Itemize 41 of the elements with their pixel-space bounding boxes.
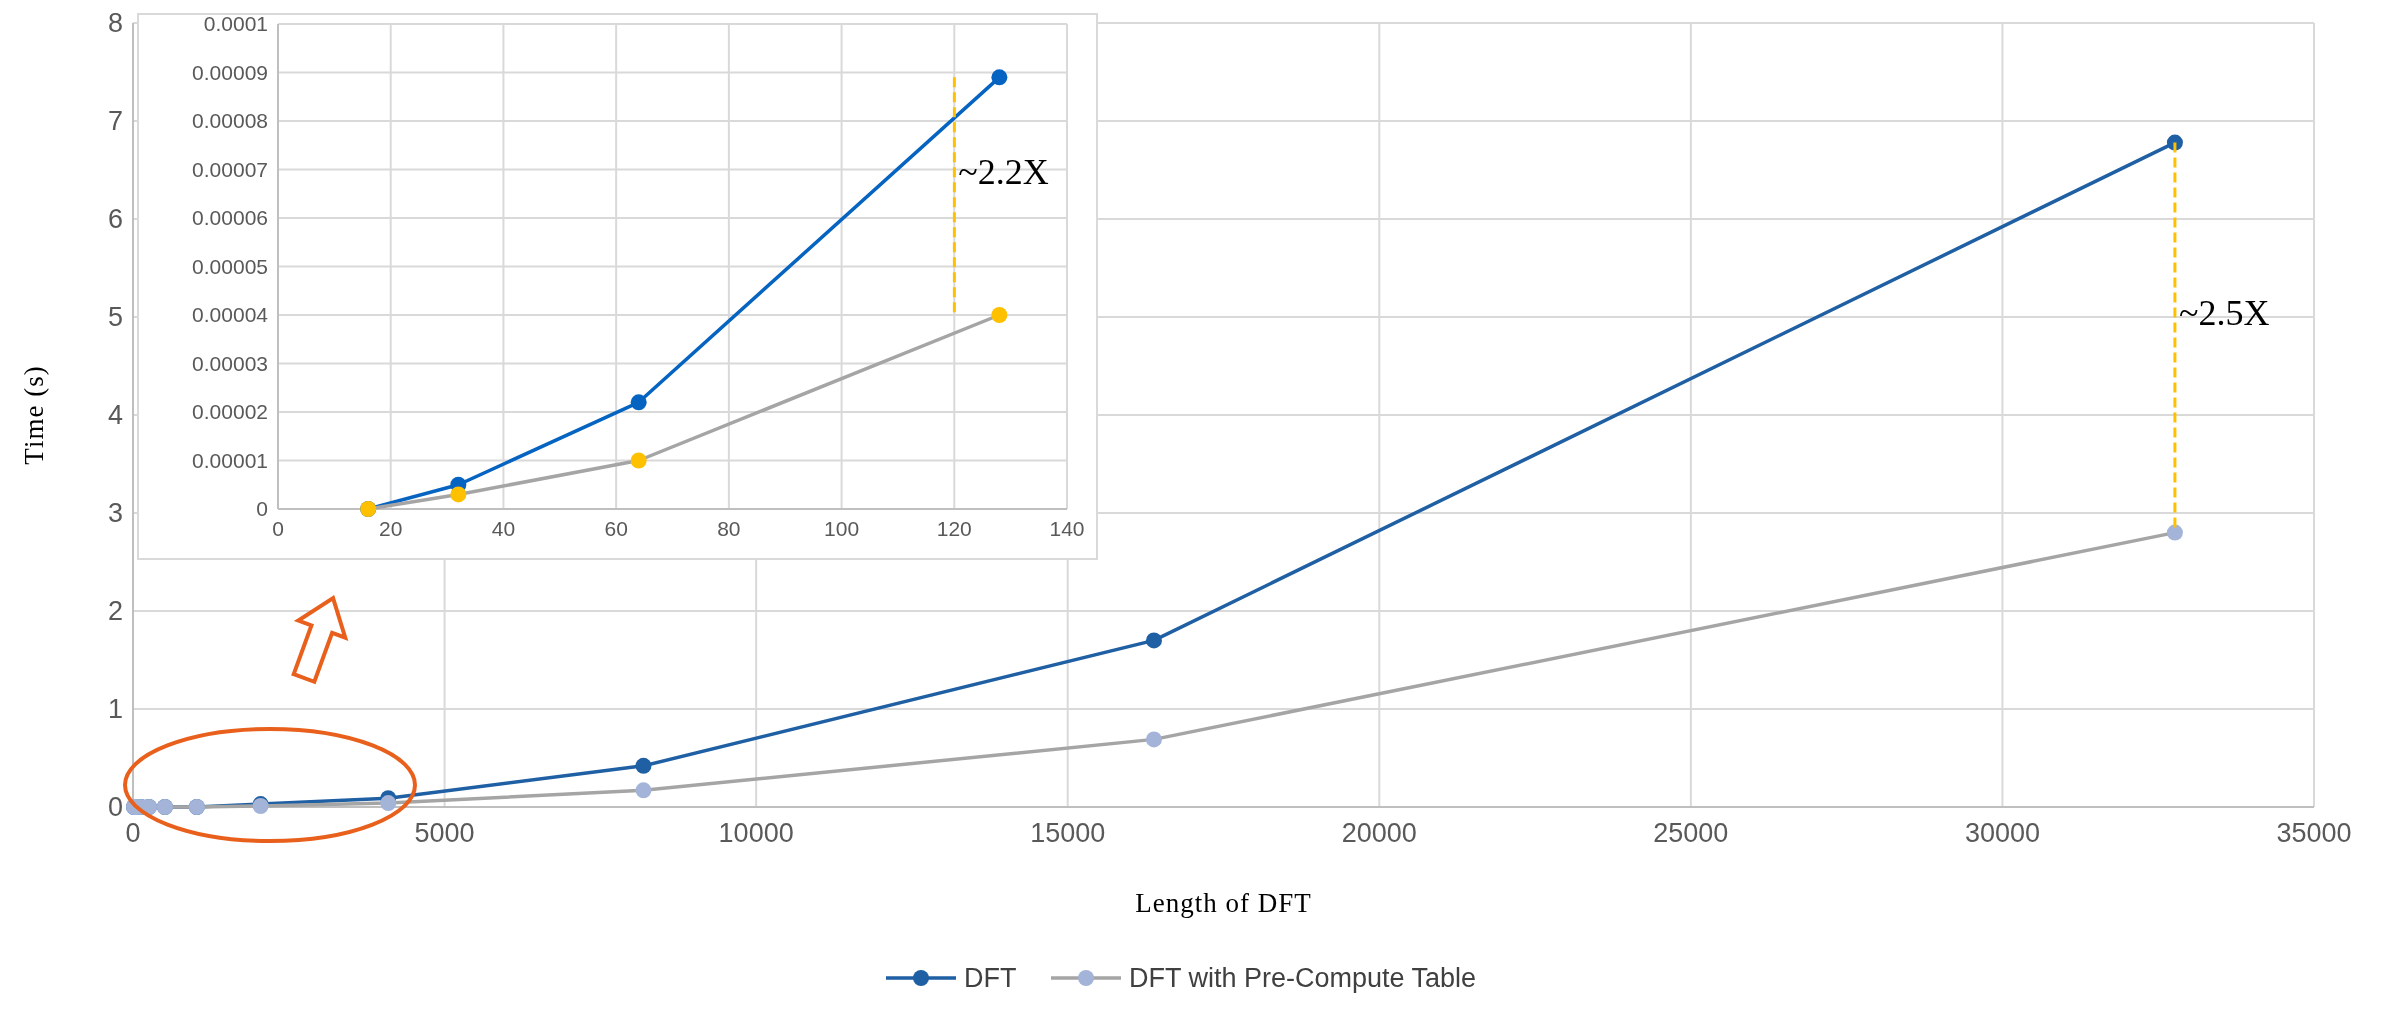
legend-label: DFT xyxy=(964,963,1017,994)
y-tick-label: 7 xyxy=(107,106,123,137)
y-tick-label: 1 xyxy=(107,694,123,725)
x-tick-label: 80 xyxy=(717,517,741,541)
x-tick-label: 20000 xyxy=(1341,818,1417,849)
x-tick-label: 20 xyxy=(379,517,403,541)
x-tick-label: 120 xyxy=(936,517,972,541)
y-tick-label: 3 xyxy=(107,498,123,529)
y-tick-label: 0 xyxy=(107,792,123,823)
y-tick-label: 8 xyxy=(107,8,123,39)
y-tick-label: 4 xyxy=(107,400,123,431)
x-axis-title: Length of DFT xyxy=(1135,888,1312,918)
y-axis-title: Time (s) xyxy=(19,365,49,465)
annotation: ~2.5X xyxy=(2178,293,2270,334)
y-tick-label: 0.00004 xyxy=(192,303,269,327)
x-tick-label: 15000 xyxy=(1030,818,1106,849)
y-tick-label: 0.00001 xyxy=(192,448,268,472)
x-tick-label: 0 xyxy=(272,517,284,541)
legend-label: DFT with Pre-Compute Table xyxy=(1129,963,1477,994)
x-tick-label: 40 xyxy=(491,517,516,541)
y-tick-label: 0.00003 xyxy=(192,351,268,375)
x-tick-label: 30000 xyxy=(1964,818,2040,849)
annotation: ~2.2X xyxy=(958,151,1049,192)
x-tick-label: 100 xyxy=(824,517,860,541)
y-tick-label: 0.00006 xyxy=(192,206,268,230)
x-tick-label: 25000 xyxy=(1653,818,1729,849)
y-tick-label: 0.00005 xyxy=(192,254,268,278)
x-tick-label: 5000 xyxy=(414,818,475,849)
y-tick-label: 0.0001 xyxy=(203,12,268,36)
x-tick-label: 140 xyxy=(1049,517,1085,541)
y-tick-label: 0.00002 xyxy=(192,400,268,424)
y-tick-label: 0.00009 xyxy=(192,60,268,84)
y-tick-label: 0 xyxy=(256,497,268,521)
y-tick-label: 2 xyxy=(107,596,123,627)
x-tick-label: 60 xyxy=(604,517,628,541)
y-tick-label: 6 xyxy=(107,204,123,235)
y-tick-label: 0.00007 xyxy=(192,157,268,181)
y-tick-label: 0.00008 xyxy=(192,109,268,133)
x-tick-label: 10000 xyxy=(718,818,794,849)
x-tick-label: 35000 xyxy=(2276,818,2352,849)
y-tick-label: 5 xyxy=(107,302,123,333)
